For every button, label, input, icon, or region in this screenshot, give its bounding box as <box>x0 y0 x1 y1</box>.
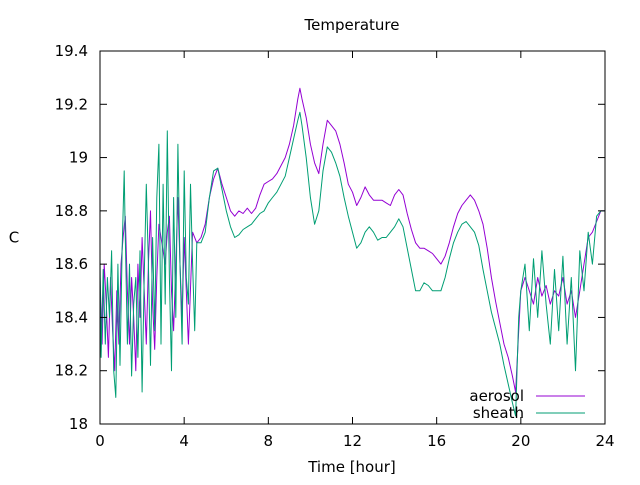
x-axis-label: Time [hour] <box>307 458 396 476</box>
y-axis-label: C <box>9 229 19 247</box>
legend-label-aerosol: aerosol <box>469 387 524 405</box>
x-tick-label: 0 <box>95 432 105 450</box>
axis-layer: 0 4 8 12 16 20 24 18 18.2 18.4 18.6 18.8 19 19.2 19.4 <box>55 42 615 450</box>
x-tick-label: 12 <box>343 432 362 450</box>
plot-frame <box>99 50 606 425</box>
x-tick-label: 16 <box>427 432 446 450</box>
chart-title: Temperature <box>303 16 399 34</box>
series-line-sheath <box>99 111 605 417</box>
y-tick-label: 19 <box>69 149 88 167</box>
x-tick-label: 4 <box>179 432 189 450</box>
y-tick-label: 18.8 <box>55 202 88 220</box>
y-tick-label: 18 <box>69 415 88 433</box>
legend-label-sheath: sheath <box>473 404 524 422</box>
x-tick-label: 20 <box>511 432 530 450</box>
x-tick-label: 24 <box>595 432 614 450</box>
y-tick-label: 18.2 <box>55 362 88 380</box>
y-tick-label: 18.4 <box>55 308 88 326</box>
x-tick-label: 8 <box>264 432 274 450</box>
y-tick-label: 19.2 <box>55 95 88 113</box>
series-line-aerosol <box>99 87 605 393</box>
series-layer <box>99 87 605 417</box>
y-tick-label: 19.4 <box>55 42 88 60</box>
y-tick-label: 18.6 <box>55 255 88 273</box>
